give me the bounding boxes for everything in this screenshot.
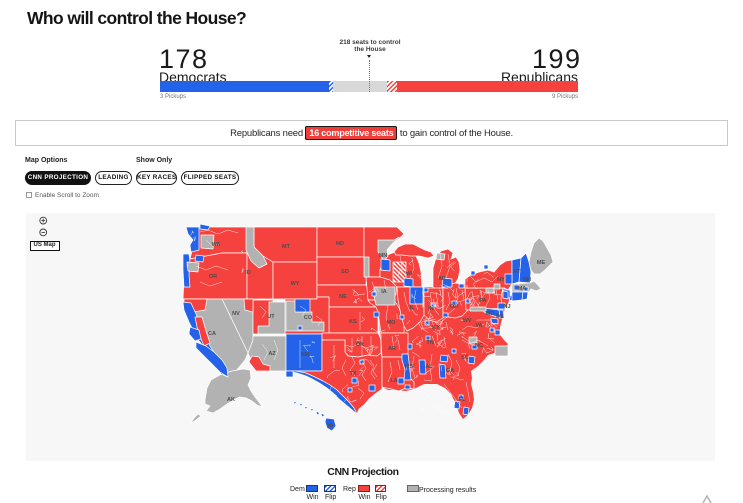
svg-text:VA: VA [475, 323, 482, 329]
svg-text:AL: AL [425, 364, 433, 370]
svg-text:AZ: AZ [268, 351, 276, 357]
svg-text:DE: DE [496, 314, 504, 320]
svg-text:NM: NM [301, 352, 310, 358]
svg-text:SD: SD [341, 269, 349, 275]
svg-text:OH: OH [450, 304, 458, 310]
svg-text:ID: ID [245, 270, 251, 276]
svg-text:FL: FL [459, 397, 466, 403]
svg-text:AR: AR [388, 346, 396, 352]
svg-text:IL: IL [410, 305, 416, 311]
svg-text:IN: IN [428, 306, 434, 312]
svg-text:KY: KY [432, 325, 440, 331]
svg-text:NE: NE [339, 294, 347, 300]
svg-text:OR: OR [209, 274, 217, 280]
svg-text:MD: MD [486, 311, 495, 317]
svg-text:NC: NC [475, 343, 483, 349]
svg-text:WI: WI [406, 271, 413, 277]
svg-text:NV: NV [232, 311, 240, 317]
svg-text:HI: HI [327, 423, 333, 429]
svg-text:MA: MA [518, 286, 527, 292]
svg-text:TN: TN [426, 340, 433, 346]
svg-text:IA: IA [381, 289, 387, 295]
svg-text:UT: UT [267, 314, 275, 320]
svg-text:MT: MT [282, 244, 291, 250]
svg-text:WA: WA [212, 242, 221, 248]
svg-text:SC: SC [461, 355, 469, 361]
svg-text:MN: MN [379, 253, 388, 259]
svg-text:GA: GA [446, 368, 454, 374]
svg-text:MO: MO [387, 320, 397, 326]
svg-text:AK: AK [227, 397, 235, 403]
svg-text:PA: PA [479, 298, 486, 304]
svg-text:MS: MS [405, 364, 414, 370]
svg-text:NJ: NJ [503, 304, 510, 310]
svg-text:LA: LA [390, 378, 397, 384]
svg-text:TX: TX [349, 371, 356, 377]
svg-text:WV: WV [463, 318, 472, 324]
svg-text:WY: WY [291, 281, 300, 287]
svg-text:ME: ME [537, 260, 546, 266]
svg-text:OK: OK [356, 342, 364, 348]
svg-text:ND: ND [336, 241, 344, 247]
svg-text:CO: CO [304, 315, 313, 321]
svg-text:CA: CA [208, 331, 216, 337]
svg-text:MI: MI [439, 276, 446, 282]
svg-text:VT: VT [513, 269, 521, 275]
svg-text:NY: NY [497, 277, 505, 283]
svg-text:NH: NH [523, 277, 531, 283]
svg-text:KS: KS [349, 319, 357, 325]
